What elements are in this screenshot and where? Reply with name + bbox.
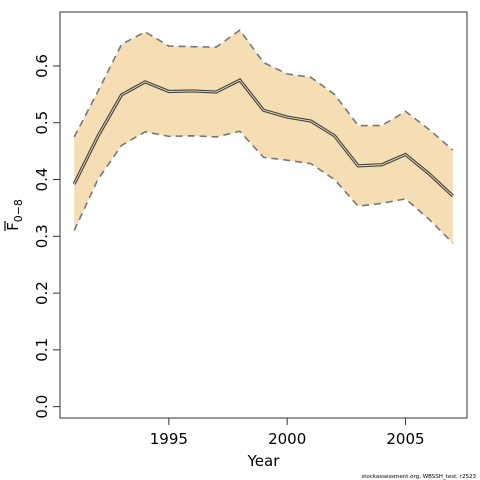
- y-tick-label: 0.1: [33, 338, 51, 362]
- x-axis-label: Year: [247, 452, 281, 470]
- lower-confidence-line: [73, 130, 454, 244]
- x-tick-label: 2005: [386, 430, 424, 448]
- y-axis: 0.0 0.1 0.2 0.3 0.4 0.5 0.6: [33, 54, 60, 419]
- x-tick-label: 1995: [150, 430, 188, 448]
- x-axis: 1995 2000 2005: [150, 418, 425, 448]
- upper-confidence-line: [73, 29, 454, 151]
- y-axis-label-subscript: 0−8: [12, 199, 25, 222]
- y-tick-label: 0.3: [33, 224, 51, 248]
- lines-layer: [72, 29, 454, 244]
- estimate-line-inner: [73, 79, 454, 197]
- confidence-band: [74, 30, 453, 244]
- footer-credit: stockassessment.org, WBSSH_test, r2523: [361, 474, 476, 480]
- y-tick-label: 0.5: [33, 111, 51, 135]
- confidence-band-layer: [74, 30, 453, 244]
- y-tick-label: 0.2: [33, 281, 51, 305]
- x-tick-label: 2000: [268, 430, 306, 448]
- svg-text:F0−8: F0−8: [4, 199, 25, 231]
- y-tick-label: 0.6: [33, 54, 51, 78]
- y-axis-label: F: [4, 222, 22, 231]
- y-tick-label: 0.0: [33, 395, 51, 419]
- y-tick-label: 0.4: [33, 168, 51, 192]
- y-axis-label-group: F0−8: [4, 199, 25, 231]
- plot-frame: [59, 11, 468, 419]
